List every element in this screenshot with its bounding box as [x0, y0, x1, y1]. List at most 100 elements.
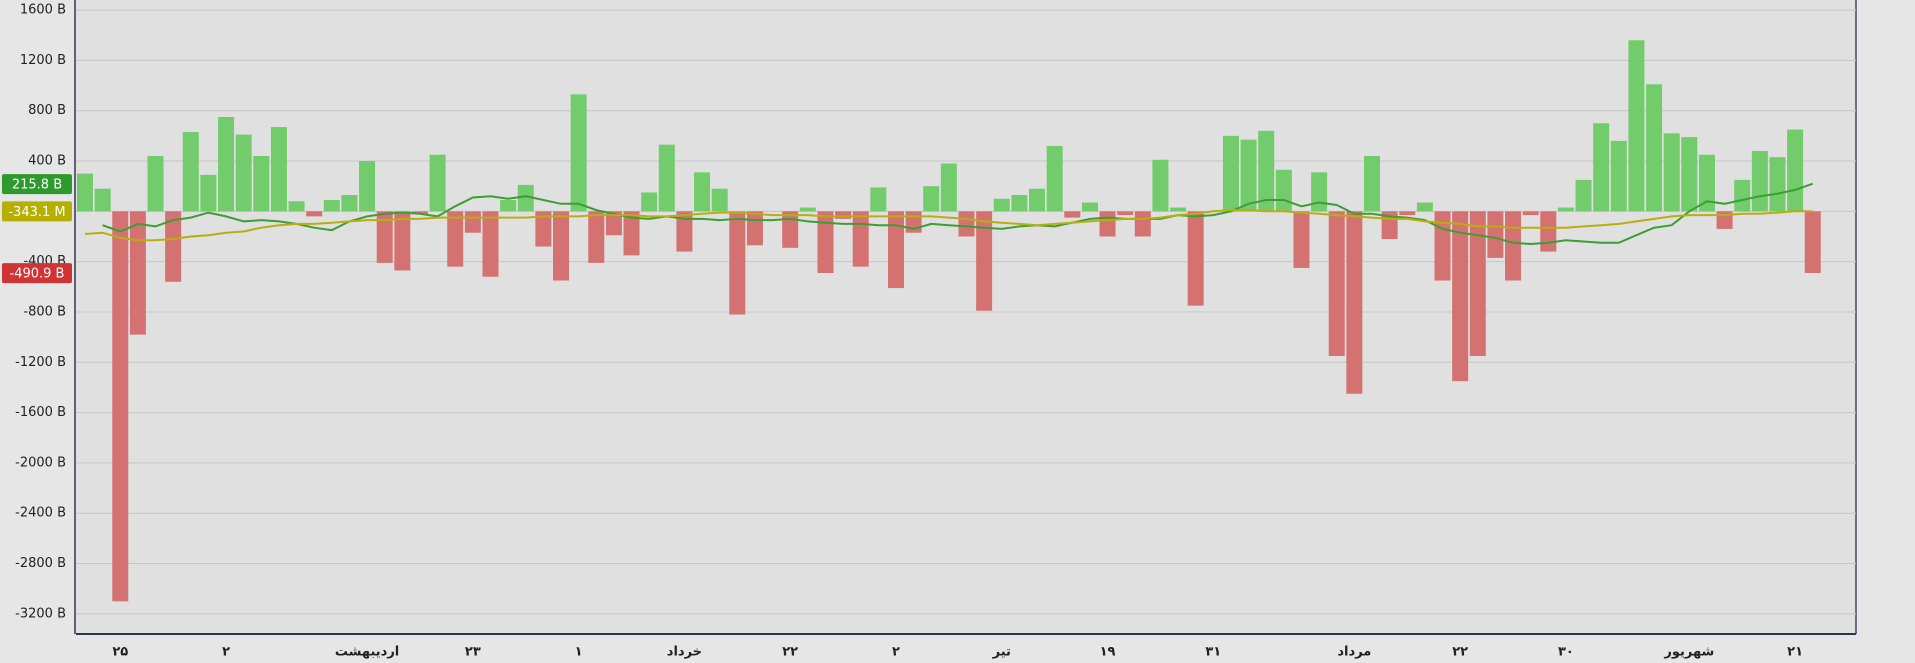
bar [1046, 145, 1063, 212]
bar [1416, 202, 1433, 212]
bar [1593, 123, 1610, 212]
bar [517, 184, 534, 212]
bar [1787, 129, 1804, 212]
bar [1505, 211, 1522, 281]
bars [77, 40, 1821, 602]
x-tick-label: ۳۱ [1205, 645, 1221, 660]
bar [1663, 133, 1680, 212]
x-tick-label: ۱۹ [1100, 645, 1116, 660]
x-tick-label: تیر [992, 645, 1011, 660]
bar [500, 200, 517, 212]
bar [1469, 211, 1486, 356]
bar [359, 161, 376, 212]
bar [429, 154, 446, 212]
y-tick-label: 800 B [28, 103, 66, 118]
bar [746, 211, 763, 246]
bar [447, 211, 464, 267]
bar [1557, 207, 1574, 212]
bar [605, 211, 622, 236]
plot-area [76, 0, 1856, 634]
y-tick-label: 1200 B [20, 53, 66, 68]
bar [112, 211, 129, 602]
bar [835, 211, 852, 219]
x-tick-label: اردیبهشت [335, 645, 399, 660]
y-tick-label: -1600 B [15, 405, 66, 420]
bar [641, 192, 658, 212]
bar [1487, 211, 1504, 258]
bar [1363, 155, 1380, 212]
y-tick-label: -2000 B [15, 455, 66, 470]
bar [1328, 211, 1345, 356]
x-tick-label: ۲۲ [782, 645, 798, 660]
x-tick-label: ۲۲ [1452, 645, 1468, 660]
bar [993, 198, 1010, 212]
x-tick-label: ۲۱ [1787, 645, 1803, 660]
value-badge-label: 215.8 B [12, 178, 62, 193]
bar [376, 211, 393, 263]
value-badge [2, 263, 72, 284]
bar [1575, 179, 1592, 212]
bar [1522, 211, 1539, 216]
y-tick-label: -1200 B [15, 355, 66, 370]
y-tick-label: -800 B [23, 304, 66, 319]
bar [535, 211, 552, 247]
bar [782, 211, 799, 248]
bar [1540, 211, 1557, 252]
bar [341, 194, 358, 212]
x-tick-label: مرداد [1337, 645, 1371, 660]
bar [1275, 169, 1292, 212]
bar [799, 207, 816, 212]
y-tick-label: -3200 B [15, 606, 66, 621]
x-tick-label: ۲۵ [112, 645, 128, 660]
bar [77, 173, 93, 212]
bar [253, 155, 270, 212]
bar [817, 211, 834, 273]
bar [1734, 179, 1751, 212]
bar [1646, 84, 1663, 212]
value-badge [2, 201, 72, 222]
bar [1311, 172, 1328, 212]
bar [1240, 139, 1257, 212]
bar [958, 211, 975, 237]
y-tick-label: 1600 B [20, 3, 66, 18]
bar [1681, 137, 1698, 212]
bar [852, 211, 869, 267]
bar [1134, 211, 1151, 237]
bar [1628, 40, 1645, 212]
bar [1346, 211, 1363, 394]
bar [729, 211, 746, 315]
x-tick-label: ۲ [892, 645, 900, 660]
bar [1698, 154, 1715, 212]
bar [165, 211, 182, 282]
badges: 215.8 B -343.1 M -490.9 B [2, 174, 72, 284]
bar [553, 211, 570, 281]
bar [1751, 150, 1768, 212]
lines [84, 182, 1814, 246]
bar [1258, 130, 1275, 212]
bar [200, 174, 217, 212]
bar [1029, 188, 1046, 212]
bar [1222, 135, 1239, 212]
x-tick-label: ۲۳ [465, 645, 481, 660]
y-tick-label: -2800 B [15, 556, 66, 571]
value-badge-label: -490.9 B [10, 267, 65, 282]
bar [129, 211, 146, 335]
x-tick-label: ۱ [575, 645, 583, 660]
x-tick-label: ۳۰ [1558, 645, 1574, 660]
bar [870, 187, 887, 212]
bar [711, 188, 728, 212]
bar [1769, 157, 1786, 212]
x-tick-label: ۲ [222, 645, 230, 660]
bar [323, 200, 340, 212]
bar [1610, 140, 1627, 212]
bar [923, 186, 940, 212]
bar [306, 211, 323, 217]
bar [1399, 211, 1416, 216]
bar [623, 211, 640, 256]
bar [270, 127, 287, 212]
value-badge [2, 174, 72, 195]
bar [394, 211, 411, 271]
bar [1187, 211, 1204, 306]
